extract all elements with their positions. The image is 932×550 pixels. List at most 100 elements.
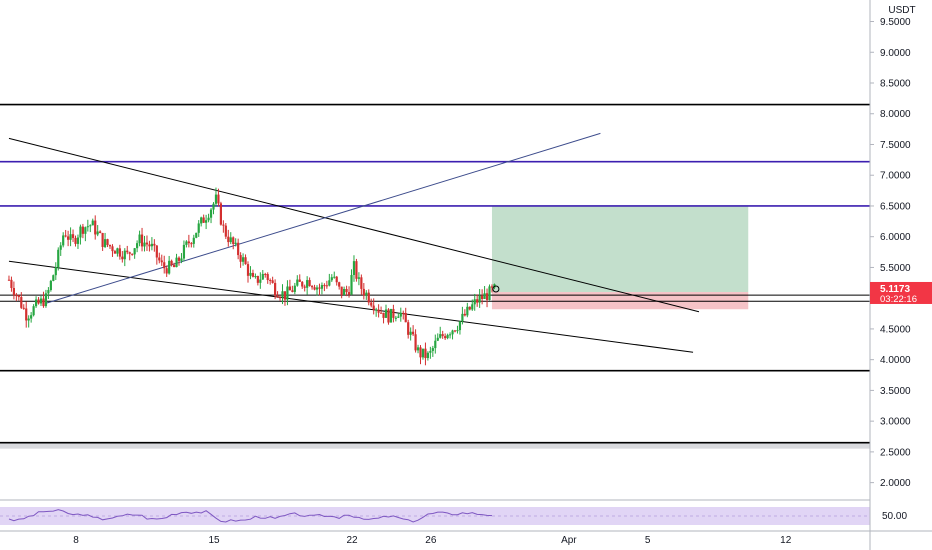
candle-body [128, 252, 131, 254]
trendline[interactable] [8, 137, 700, 313]
bar-countdown: 03:22:16 [880, 294, 917, 305]
candle-body [436, 337, 439, 341]
candle-body [382, 312, 385, 318]
candle-body [49, 280, 52, 291]
candle-body [227, 236, 230, 243]
candle-body [12, 288, 15, 296]
price-tick-label: 2.5000 [880, 447, 911, 458]
candle-body [143, 242, 146, 247]
candle-body [140, 234, 144, 247]
candle-body [163, 262, 166, 269]
candle-body [145, 242, 149, 245]
price-tick-label: 8.5000 [880, 79, 911, 90]
candle-body [444, 336, 447, 339]
current-price-value: 5.1173 [880, 284, 910, 295]
candle-body [39, 298, 43, 304]
long-position-stop-zone[interactable] [491, 292, 749, 310]
candle-body [451, 330, 454, 335]
candle-body [409, 331, 412, 335]
candle-body [200, 217, 203, 224]
range-shade [0, 442, 870, 449]
candle-body [187, 241, 190, 244]
candle-body [431, 348, 434, 351]
rsi-level-label: 50.00 [882, 511, 907, 522]
candle-body [288, 286, 291, 291]
candle-body [379, 312, 383, 314]
candle-body [446, 334, 449, 339]
candle-body [116, 248, 119, 254]
candle-body [42, 298, 45, 307]
candle-body [57, 249, 60, 268]
candle-body [52, 275, 55, 281]
candle-body [44, 293, 48, 307]
candle-body [426, 352, 429, 359]
candle-body [266, 274, 269, 281]
candle-body [370, 302, 373, 306]
candle-body [259, 279, 262, 283]
candle-body [22, 307, 25, 309]
time-axis[interactable]: 8 15 22 26 Apr 5 12 [0, 530, 932, 546]
candle-body [306, 280, 309, 288]
price-pane[interactable] [0, 103, 870, 449]
candle-body [168, 260, 171, 274]
rsi-pane[interactable] [0, 499, 870, 525]
candle-body [347, 292, 351, 295]
candle-body [232, 237, 235, 245]
candle-body [355, 261, 358, 279]
candle-body [160, 260, 163, 263]
trendline[interactable] [46, 132, 601, 304]
trendline[interactable] [8, 260, 694, 353]
price-tick-label: 3.0000 [880, 417, 911, 428]
candle-body [264, 273, 267, 275]
candle-body [387, 309, 390, 323]
candle-body [246, 264, 250, 276]
candle-body [148, 244, 151, 247]
candle-body [180, 258, 183, 261]
candle-body [165, 268, 168, 274]
candle-body [414, 334, 417, 351]
candle-body [133, 248, 136, 255]
candle-body [330, 277, 333, 281]
time-tick-label: 12 [780, 535, 792, 546]
candle-body [138, 234, 141, 244]
candle-body [303, 286, 306, 288]
candle-body [69, 234, 72, 240]
candle-body [106, 239, 109, 245]
candle-body [328, 280, 331, 286]
long-position-target-zone[interactable] [491, 205, 749, 293]
candle-body [81, 226, 84, 234]
candle-body [30, 315, 33, 319]
price-tick-label: 4.5000 [880, 324, 911, 335]
candle-body [350, 274, 353, 295]
time-tick-label: 8 [73, 535, 79, 546]
candle-body [118, 248, 121, 257]
position-anchor-icon[interactable] [492, 285, 500, 293]
candle-body [155, 245, 158, 258]
candle-body [202, 217, 205, 223]
candle-body [25, 308, 28, 321]
candle-body [325, 285, 328, 287]
candle-body [123, 250, 126, 260]
candle-body [79, 226, 82, 238]
candle-body [54, 267, 57, 276]
candle-body [237, 242, 240, 256]
candle-body [372, 305, 375, 310]
candle-body [47, 290, 50, 294]
candle-body [473, 299, 476, 305]
candle-body [108, 244, 112, 247]
candle-body [397, 316, 400, 318]
candle-body [209, 209, 213, 218]
candle-body [298, 279, 301, 282]
candle-body [64, 235, 67, 237]
price-axis[interactable]: USDT 9.5000 9.0000 8.5000 8.0000 7.5000 7.000… [869, 0, 932, 550]
candle-body [222, 224, 225, 226]
candle-body [170, 260, 173, 266]
rsi-line [8, 509, 493, 523]
candle-body [219, 203, 222, 225]
candle-body [404, 313, 407, 323]
candle-body [17, 295, 20, 298]
candle-body [375, 309, 378, 311]
candle-body [488, 286, 491, 300]
candle-body [241, 257, 245, 262]
